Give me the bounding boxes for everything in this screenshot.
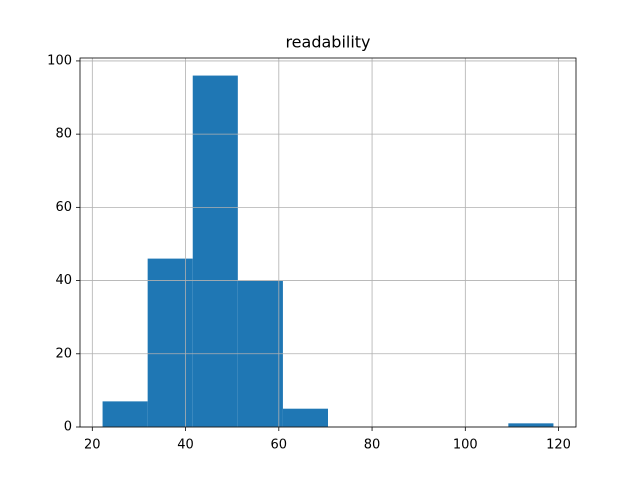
y-tick-label: 100 <box>47 53 72 68</box>
x-tick-label: 80 <box>364 438 381 453</box>
x-tick-label: 20 <box>84 438 101 453</box>
chart-title: readability <box>285 33 370 52</box>
plot-frame <box>79 57 577 428</box>
x-tick-label: 120 <box>546 438 571 453</box>
y-tick-label: 80 <box>55 127 72 142</box>
bar <box>102 401 148 427</box>
x-tick-label: 40 <box>177 438 194 453</box>
bar <box>192 75 238 428</box>
y-tick-label: 60 <box>55 200 72 215</box>
y-tick-label: 0 <box>64 420 72 435</box>
bar <box>282 408 328 427</box>
bar <box>147 258 193 427</box>
bar <box>508 423 554 427</box>
y-tick-label: 20 <box>55 346 72 361</box>
x-tick-label: 100 <box>453 438 478 453</box>
x-tick-label: 60 <box>271 438 288 453</box>
y-tick-label: 40 <box>55 273 72 288</box>
